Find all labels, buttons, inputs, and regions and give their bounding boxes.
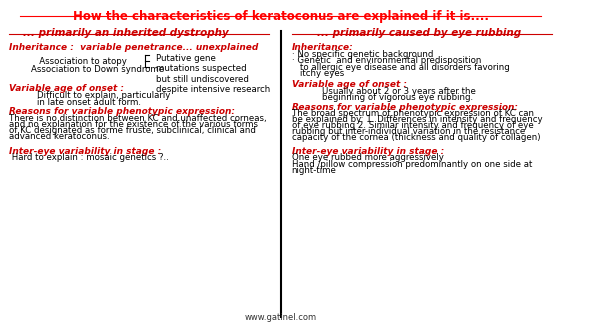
- Text: and no explanation for the existence of the various forms: and no explanation for the existence of …: [9, 120, 258, 129]
- Text: Reasons for variable phenotypic expression:: Reasons for variable phenotypic expressi…: [9, 107, 235, 117]
- Text: ... primarily an inherited dystrophy: ... primarily an inherited dystrophy: [22, 28, 228, 38]
- Text: There is no distinction between KC and unaffected corneas,: There is no distinction between KC and u…: [9, 114, 267, 123]
- Text: www.gatinel.com: www.gatinel.com: [244, 313, 317, 322]
- Text: rubbing but inter-individual variation in the resistance: rubbing but inter-individual variation i…: [291, 127, 525, 136]
- Text: be explained by: 1. Differences in intensity and frequency: be explained by: 1. Differences in inten…: [291, 115, 542, 124]
- Text: ... primarily caused by eye rubbing: ... primarily caused by eye rubbing: [317, 28, 521, 38]
- Text: itchy eyes: itchy eyes: [300, 69, 344, 78]
- Text: Reasons for variable phenotypic expression:: Reasons for variable phenotypic expressi…: [291, 103, 517, 112]
- Text: Hand /pillow compression predominantly on one side at: Hand /pillow compression predominantly o…: [291, 160, 532, 169]
- Text: in late onset adult form.: in late onset adult form.: [37, 98, 141, 107]
- Text: of KC designated as forme fruste, subclinical, clinical and: of KC designated as forme fruste, subcli…: [9, 126, 256, 135]
- Text: One eye rubbed more aggressively: One eye rubbed more aggressively: [291, 153, 444, 162]
- Text: night-time: night-time: [291, 166, 336, 175]
- Text: Usually about 2 or 3 years after the: Usually about 2 or 3 years after the: [322, 87, 476, 96]
- Text: Inter-eye variability in stage :: Inter-eye variability in stage :: [291, 147, 444, 156]
- Text: advanced keratoconus.: advanced keratoconus.: [9, 132, 110, 141]
- Text: Hard to explain : mosaic genetics ?..: Hard to explain : mosaic genetics ?..: [9, 153, 169, 162]
- Text: How the characteristics of keratoconus are explained if it is....: How the characteristics of keratoconus a…: [73, 10, 489, 23]
- Text: Variable age of onset :: Variable age of onset :: [291, 80, 407, 89]
- Text: Inheritance :  variable penetrance... unexplained: Inheritance : variable penetrance... une…: [9, 42, 258, 51]
- Text: Association to Down syndrome: Association to Down syndrome: [31, 65, 165, 74]
- Text: beginning of vigorous eye rubbing.: beginning of vigorous eye rubbing.: [322, 93, 473, 102]
- Text: to allergic eye disease and all disorders favoring: to allergic eye disease and all disorder…: [300, 63, 510, 72]
- Text: Putative gene
mutations suspected
but still undiscovered
despite intensive resea: Putative gene mutations suspected but st…: [156, 54, 270, 94]
- Text: Inter-eye variability in stage :: Inter-eye variability in stage :: [9, 147, 162, 156]
- Text: of eye rubbing 2. Similar intensity and frequency of eye: of eye rubbing 2. Similar intensity and …: [291, 121, 533, 130]
- Text: · No specific genetic background: · No specific genetic background: [291, 50, 433, 59]
- Text: The broad spectrum of phenotypic expression of KC can: The broad spectrum of phenotypic express…: [291, 109, 533, 119]
- Text: Association to atopy: Association to atopy: [31, 57, 127, 66]
- Text: · Genetic  and environmental predisposition: · Genetic and environmental predispositi…: [291, 56, 481, 65]
- Text: capacity of the cornea (thickness and quality of collagen): capacity of the cornea (thickness and qu…: [291, 133, 540, 142]
- Text: Variable age of onset :: Variable age of onset :: [9, 84, 124, 93]
- Text: Inheritance:: Inheritance:: [291, 42, 353, 51]
- Text: Difficult to explain, particularly: Difficult to explain, particularly: [37, 91, 171, 100]
